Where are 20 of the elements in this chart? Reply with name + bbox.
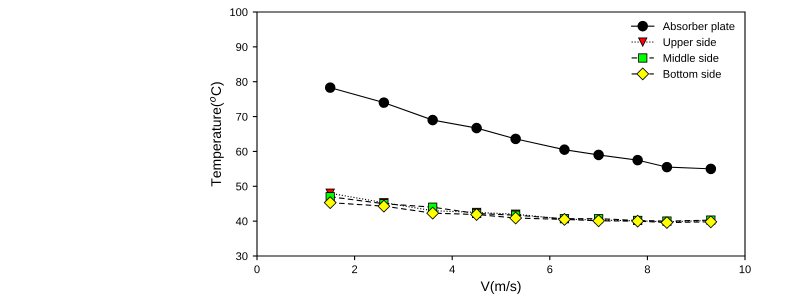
y-tick-label: 90 bbox=[236, 43, 248, 51]
x-tick-label: 0 bbox=[254, 265, 260, 274]
x-tick-label: 4 bbox=[449, 265, 455, 274]
legend-label: Absorber plate bbox=[662, 22, 735, 32]
y-axis-title: Temperature($^{o}$C) bbox=[210, 82, 224, 186]
y-tick-label: 70 bbox=[236, 112, 248, 121]
legend-label: Upper side bbox=[664, 38, 716, 48]
y-tick-label: 100 bbox=[230, 8, 248, 16]
legend-label: Middle side bbox=[664, 54, 718, 62]
x-tick-label: 10 bbox=[740, 265, 751, 274]
x-axis-title: V(m/s) bbox=[480, 280, 521, 294]
x-tick-label: 2 bbox=[352, 265, 358, 274]
y-tick-label: 60 bbox=[236, 148, 248, 156]
y-tick-label: 30 bbox=[236, 252, 248, 260]
y-tick-label: 80 bbox=[236, 78, 248, 86]
legend-label: Bottom side bbox=[664, 70, 721, 78]
x-tick-label: 8 bbox=[644, 265, 650, 274]
x-tick-label: 6 bbox=[547, 265, 552, 274]
y-tick-label: 50 bbox=[236, 182, 248, 190]
y-tick-label: 40 bbox=[236, 217, 248, 226]
